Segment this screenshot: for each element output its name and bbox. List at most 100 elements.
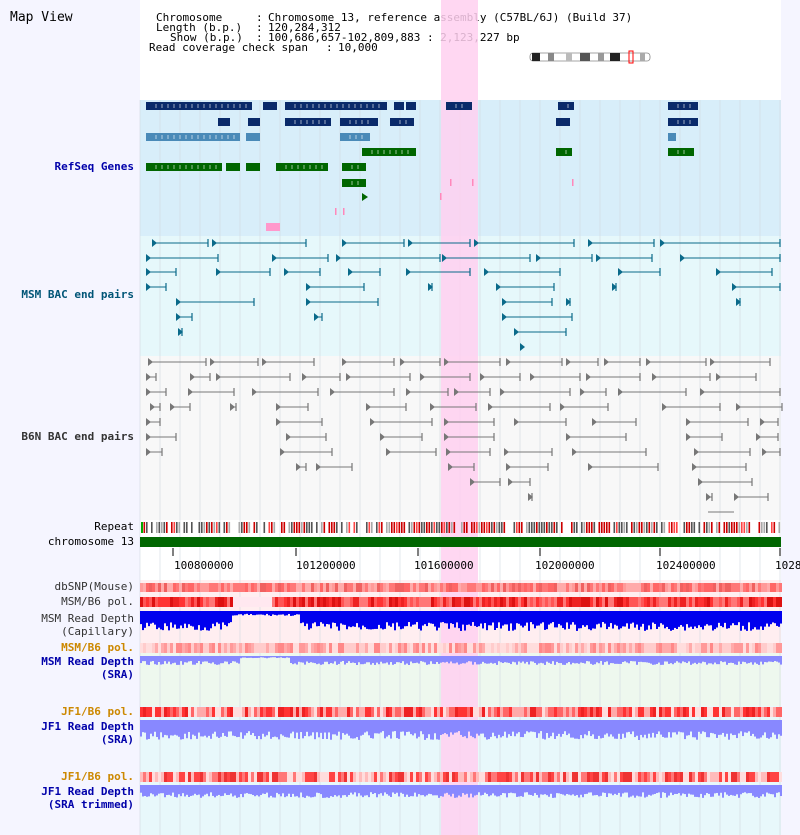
jf1-trimmed-depth-bar <box>546 785 548 796</box>
repeat-element <box>183 522 186 533</box>
jf1-trimmed-depth-bar <box>346 785 348 797</box>
dbsnp-heat <box>368 583 371 592</box>
jf1-trimmed-depth-bar <box>148 785 150 797</box>
jf1-sra-depth-bar <box>198 720 200 733</box>
jf1-pol-heat-2 <box>320 772 323 782</box>
jf1-pol-heat-2 <box>284 772 287 782</box>
jf1-trimmed-depth-bar <box>172 785 174 793</box>
jf1-pol-heat-2 <box>272 772 275 782</box>
msm-capillary-depth-bar <box>528 611 530 631</box>
track-label-jf1-depth-trim[interactable]: JF1 Read Depth <box>41 785 134 798</box>
repeat-element <box>623 522 626 533</box>
repeat-element <box>496 522 498 533</box>
msm-pol-heat-2 <box>695 643 698 653</box>
track-label-msm-pol-2[interactable]: MSM/B6 pol. <box>61 641 134 654</box>
jf1-pol-heat-2 <box>344 772 347 782</box>
msm-pol-heat-2 <box>197 643 200 653</box>
msm-sra-depth-bar <box>660 656 662 665</box>
dbsnp-heat <box>635 583 638 592</box>
track-label-b6n-bac[interactable]: B6N BAC end pairs <box>21 430 134 443</box>
jf1-pol-heat <box>164 707 167 717</box>
jf1-sra-depth-bar <box>218 720 220 738</box>
msm-pol-heat <box>383 597 386 607</box>
jf1-sra-depth-bar <box>322 720 324 739</box>
msm-capillary-depth-bar <box>672 611 674 630</box>
jf1-pol-heat-2 <box>365 772 368 782</box>
msm-capillary-depth-bar <box>688 611 690 628</box>
track-label-msm-bac[interactable]: MSM BAC end pairs <box>21 288 134 301</box>
msm-sra-depth-bar <box>764 656 766 663</box>
jf1-pol-heat <box>221 707 224 717</box>
msm-capillary-depth-bar <box>494 611 496 630</box>
msm-pol-heat-2 <box>413 643 416 653</box>
msm-sra-depth-bar <box>672 656 674 665</box>
jf1-trimmed-depth-bar <box>550 785 552 794</box>
msm-sra-depth-bar <box>438 656 440 664</box>
dbsnp-heat <box>281 583 284 592</box>
gene-strand-arrow <box>246 163 252 171</box>
msm-pol-heat <box>737 597 740 607</box>
track-label-msm-pol[interactable]: MSM/B6 pol. <box>61 595 134 608</box>
msm-capillary-depth-bar <box>696 611 698 629</box>
msm-capillary-depth-bar <box>560 611 562 626</box>
msm-pol-heat <box>230 597 233 607</box>
msm-sra-depth-bar <box>282 656 284 658</box>
jf1-pol-heat-2 <box>458 772 461 782</box>
msm-capillary-depth-bar <box>730 611 732 626</box>
jf1-trimmed-depth-bar <box>476 785 478 795</box>
jf1-pol-heat <box>542 707 545 717</box>
dbsnp-heat <box>164 583 167 592</box>
repeat-element <box>493 522 496 533</box>
msm-capillary-depth-bar <box>202 611 204 631</box>
msm-capillary-depth-bar <box>496 611 498 629</box>
bac-end-marker <box>454 388 459 396</box>
track-label-msm-depth-sra[interactable]: MSM Read Depth <box>41 655 134 668</box>
msm-capillary-depth-bar <box>230 611 232 623</box>
msm-pol-heat <box>170 597 173 607</box>
msm-pol-heat <box>269 597 272 607</box>
jf1-sra-depth-bar <box>284 720 286 737</box>
jf1-trimmed-depth-bar <box>432 785 434 796</box>
msm-pol-heat <box>695 597 698 607</box>
msm-pol-heat-2 <box>146 643 149 653</box>
jf1-sra-depth-bar <box>360 720 362 736</box>
jf1-trimmed-depth-bar <box>720 785 722 793</box>
track-label-msm-depth-cap[interactable]: MSM Read Depth <box>41 612 134 625</box>
track-label-dbsnp[interactable]: dbSNP(Mouse) <box>54 580 134 593</box>
msm-capillary-depth-bar <box>296 611 298 615</box>
jf1-sra-depth-bar <box>754 720 756 737</box>
track-label-refseq[interactable]: RefSeq Genes <box>54 160 134 173</box>
track-label-repeat[interactable]: Repeat <box>94 520 134 533</box>
jf1-sra-depth-bar <box>194 720 196 736</box>
jf1-trimmed-depth-bar <box>248 785 250 794</box>
jf1-trimmed-depth-bar <box>420 785 422 796</box>
track-label-jf1-depth-sra[interactable]: JF1 Read Depth <box>41 720 134 733</box>
msm-sra-depth-bar <box>494 656 496 664</box>
jf1-trimmed-depth-bar <box>384 785 386 793</box>
bac-end-marker <box>480 373 485 381</box>
jf1-pol-heat-2 <box>338 772 341 782</box>
jf1-pol-heat-2 <box>236 772 239 782</box>
msm-pol-heat-2 <box>422 643 425 653</box>
repeat-element <box>716 522 718 533</box>
msm-pol-heat-2 <box>773 643 776 653</box>
dbsnp-heat <box>203 583 206 592</box>
msm-capillary-depth-bar <box>774 611 776 624</box>
jf1-trimmed-depth-bar <box>354 785 356 793</box>
msm-pol-heat-2 <box>671 643 674 653</box>
jf1-pol-heat <box>563 707 566 717</box>
track-label-jf1-pol-2[interactable]: JF1/B6 pol. <box>61 770 134 783</box>
bac-end-marker <box>474 239 479 247</box>
jf1-pol-heat <box>260 707 263 717</box>
bac-end-marker <box>652 373 657 381</box>
msm-sra-depth-bar <box>382 656 384 664</box>
msm-pol-heat <box>413 597 416 607</box>
msm-sra-depth-bar <box>468 656 470 662</box>
bac-end-marker <box>230 403 235 411</box>
jf1-trimmed-depth-bar <box>422 785 424 796</box>
jf1-sra-depth-bar <box>512 720 514 732</box>
msm-pol-heat-2 <box>647 643 650 653</box>
repeat-element <box>348 522 351 533</box>
track-label-jf1-pol[interactable]: JF1/B6 pol. <box>61 705 134 718</box>
